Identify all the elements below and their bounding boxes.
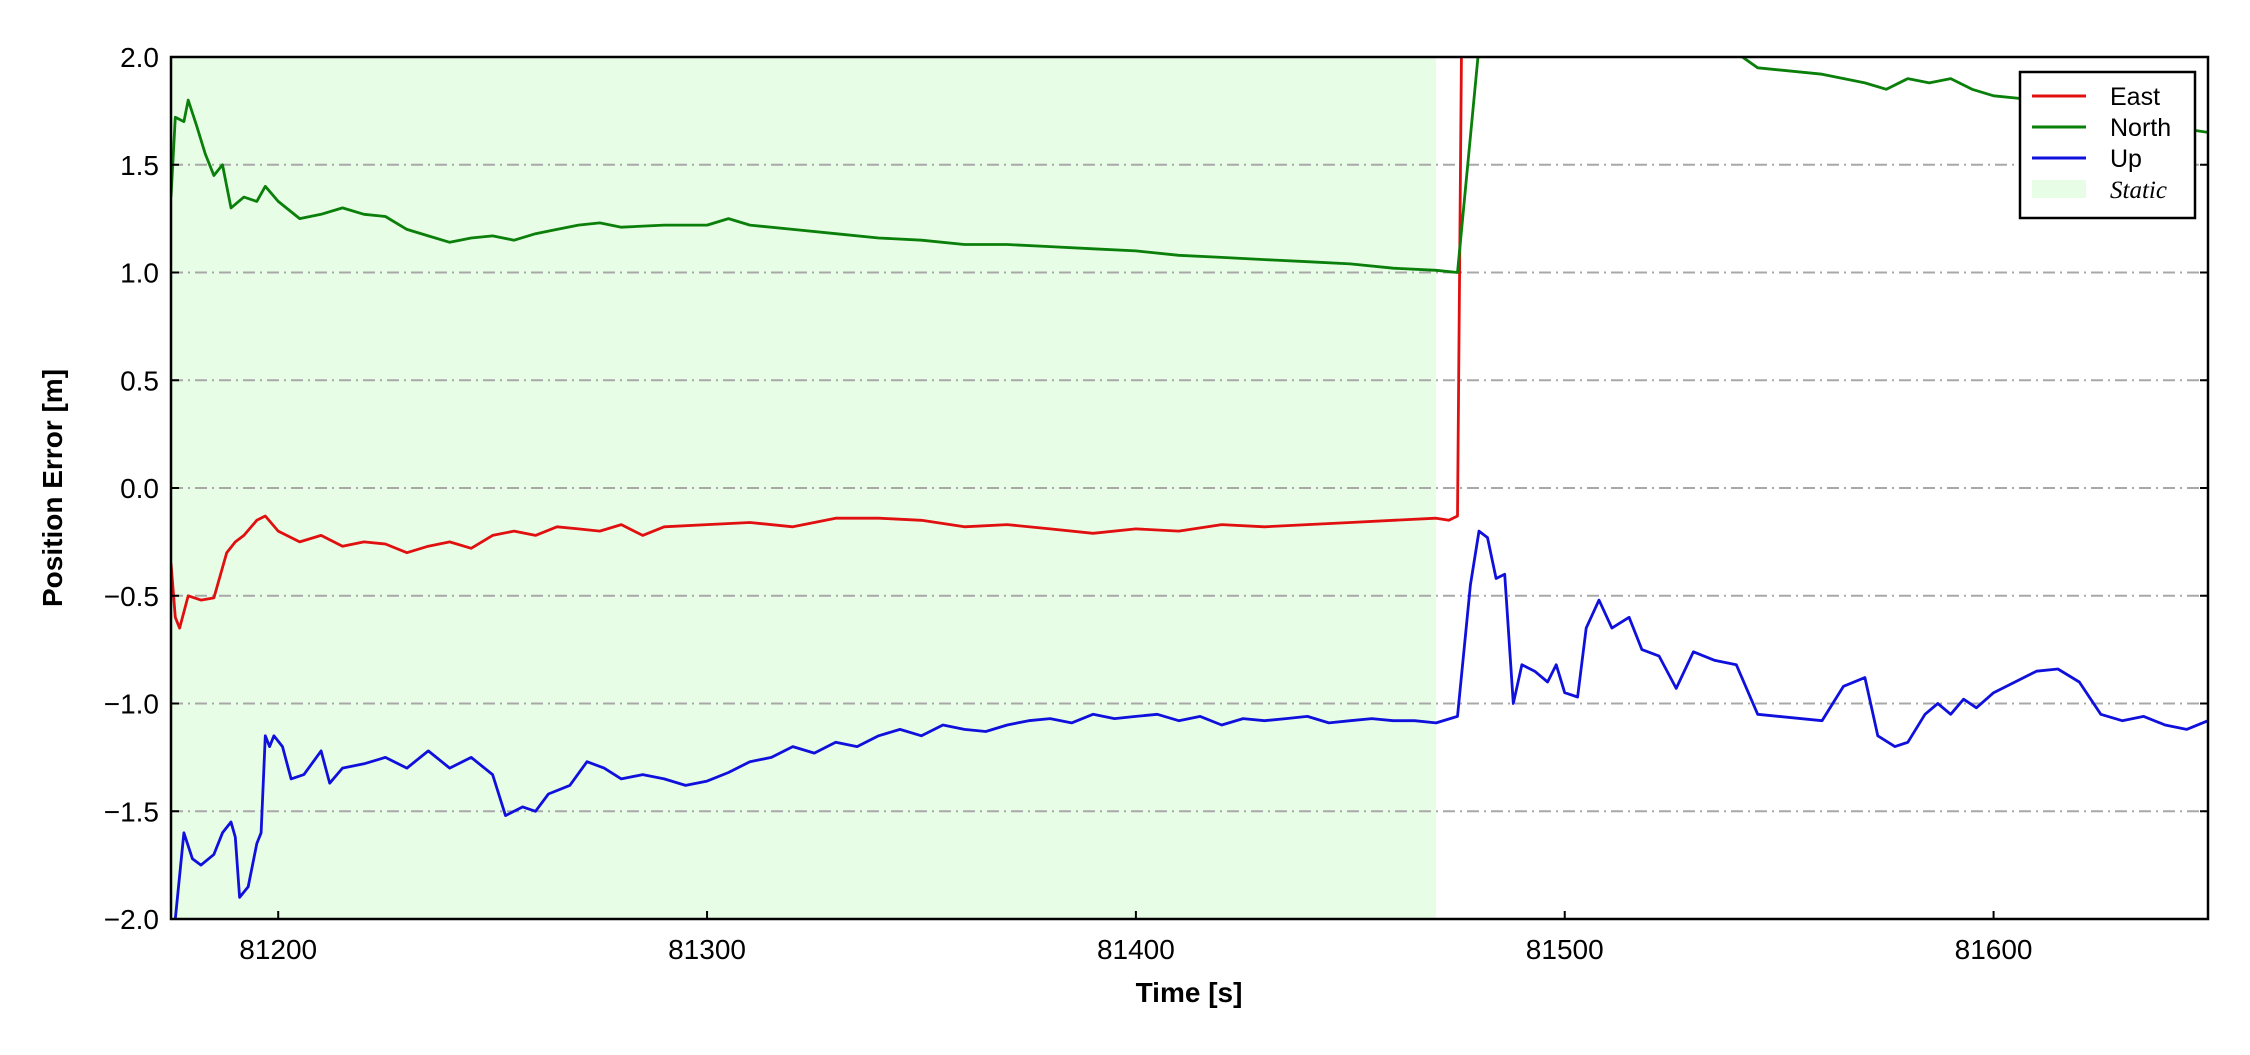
series-layer (171, 57, 2208, 919)
y-tick-label: 0.0 (120, 473, 159, 504)
y-tick-label: −2.0 (104, 904, 159, 935)
x-tick-label: 81500 (1526, 934, 1604, 965)
ticks-layer: 81200 81300 81400 81500 81600 −2.0 −1.5 −1.0 −0.… (104, 42, 2208, 965)
series-line-up (173, 529, 2208, 919)
series-line-east (171, 57, 1463, 630)
legend-label-up: Up (2110, 145, 2142, 173)
legend-label-static: Static (2110, 177, 2167, 204)
plot-area (171, 57, 2208, 919)
x-axis-title: Time [s] (1136, 977, 1243, 1008)
x-tick-label: 81300 (668, 934, 746, 965)
series-line-north (171, 57, 2208, 274)
legend: East North Up Static (2018, 70, 2197, 220)
legend-label-east: East (2110, 83, 2160, 111)
y-tick-label: −1.5 (104, 796, 159, 827)
y-tick-label: 1.0 (120, 258, 159, 289)
y-tick-label: 1.5 (120, 150, 159, 181)
x-tick-label: 81200 (239, 934, 317, 965)
grid-layer (171, 163, 2208, 813)
y-axis-title: Position Error [m] (37, 369, 68, 607)
x-tick-label: 81600 (1955, 934, 2033, 965)
y-tick-label: −0.5 (104, 581, 159, 612)
y-tick-label: 2.0 (120, 42, 159, 73)
legend-label-north: North (2110, 114, 2171, 142)
x-tick-label: 81400 (1097, 934, 1175, 965)
y-tick-label: 0.5 (120, 365, 159, 396)
y-tick-label: −1.0 (104, 689, 159, 720)
legend-swatch-static (2032, 180, 2086, 198)
